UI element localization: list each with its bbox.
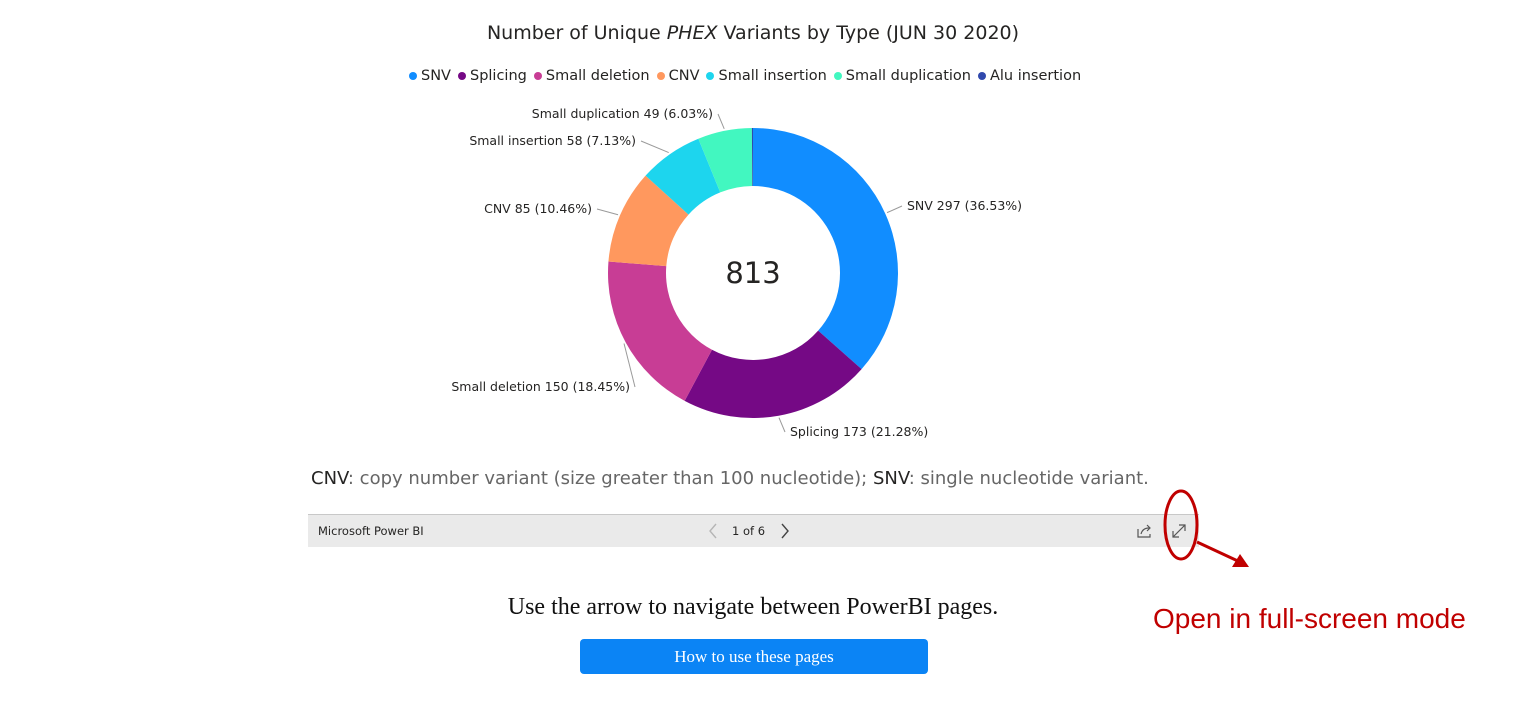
donut-slice-small-deletion[interactable] xyxy=(607,261,712,401)
slice-data-label: Small insertion 58 (7.13%) xyxy=(469,133,636,148)
slice-leader-line xyxy=(623,343,636,388)
donut-center-total: 813 xyxy=(725,256,780,290)
legend-label: Small duplication xyxy=(845,68,971,84)
footnote-snv-text: : single nucleotide variant. xyxy=(908,468,1149,489)
annotation-arrow-line xyxy=(1196,540,1241,564)
chevron-right-icon xyxy=(781,523,789,539)
legend-marker xyxy=(706,72,715,80)
fullscreen-button[interactable] xyxy=(1170,522,1188,540)
previous-page-button[interactable] xyxy=(705,520,721,542)
legend-label: SNV xyxy=(421,68,451,84)
legend-item[interactable]: Alu insertion xyxy=(977,68,1082,84)
annotation-text: Open in full-screen mode xyxy=(1153,603,1466,634)
chart-legend: SNV Splicing Small deletion CNV Small insert… xyxy=(409,66,1088,86)
legend-marker xyxy=(833,72,842,80)
next-page-button[interactable] xyxy=(777,520,793,542)
slice-data-label: CNV 85 (10.46%) xyxy=(484,201,592,216)
legend-item[interactable]: Small insertion xyxy=(706,68,827,84)
chevron-left-icon xyxy=(709,523,717,539)
footnote-cnv-abbr: CNV xyxy=(311,468,348,489)
legend-marker xyxy=(409,72,417,80)
legend-label: Small insertion xyxy=(718,68,827,84)
slice-leader-line xyxy=(886,205,903,214)
chart-title: Number of Unique PHEX Variants by Type (… xyxy=(0,22,1506,44)
slice-data-label: Splicing 173 (21.28%) xyxy=(790,424,928,439)
expand-icon xyxy=(1172,524,1186,538)
page-indicator: 1 of 6 xyxy=(732,524,766,538)
slice-leader-line xyxy=(596,208,619,216)
legend-label: Small deletion xyxy=(545,68,650,84)
legend-item[interactable]: Small duplication xyxy=(833,68,971,84)
how-to-use-button[interactable]: How to use these pages xyxy=(580,639,928,674)
donut-slice-alu-insertion[interactable] xyxy=(751,128,753,187)
legend-item[interactable]: Small deletion xyxy=(533,68,650,84)
chart-title-prefix: Number of Unique xyxy=(486,22,667,44)
chart-title-gene: PHEX xyxy=(666,22,718,44)
legend-item[interactable]: CNV xyxy=(656,68,700,84)
footnote: CNV: copy number variant (size greater t… xyxy=(311,468,1149,489)
slice-leader-line xyxy=(640,140,669,154)
legend-marker xyxy=(533,72,542,80)
legend-item[interactable]: SNV xyxy=(409,68,451,84)
donut-slice-splicing[interactable] xyxy=(684,330,862,419)
legend-label: Splicing xyxy=(469,68,527,84)
powerbi-brand-label: Microsoft Power BI xyxy=(318,524,424,538)
legend-label: CNV xyxy=(668,68,700,84)
slice-leader-line xyxy=(778,417,786,433)
chart-title-suffix: Variants by Type (JUN 30 2020) xyxy=(717,22,1020,44)
annotation-arrowhead xyxy=(1232,554,1249,567)
legend-item[interactable]: Splicing xyxy=(457,68,527,84)
navigation-instruction: Use the arrow to navigate between PowerB… xyxy=(507,594,999,620)
powerbi-toolbar: Microsoft Power BI 1 of 6 xyxy=(308,514,1199,547)
legend-marker xyxy=(656,72,665,80)
donut-slice-small-insertion[interactable] xyxy=(645,138,721,215)
legend-marker xyxy=(457,72,466,80)
footnote-snv-abbr: SNV xyxy=(872,468,909,489)
slice-leader-line xyxy=(717,113,725,130)
donut-slice-snv[interactable] xyxy=(753,128,899,370)
share-icon xyxy=(1137,524,1151,538)
donut-slice-small-duplication[interactable] xyxy=(698,128,753,193)
footnote-cnv-text: : copy number variant (size greater than… xyxy=(347,468,873,489)
slice-data-label: Small duplication 49 (6.03%) xyxy=(532,106,713,121)
slice-data-label: Small deletion 150 (18.45%) xyxy=(451,379,630,394)
slice-data-label: SNV 297 (36.53%) xyxy=(907,198,1022,213)
donut-slice-cnv[interactable] xyxy=(608,175,689,267)
share-button[interactable] xyxy=(1136,522,1154,540)
legend-marker xyxy=(977,72,986,80)
legend-label: Alu insertion xyxy=(989,68,1082,84)
donut-chart: SNV 297 (36.53%) Splicing 173 (21.28%) Sma… xyxy=(451,106,1022,439)
